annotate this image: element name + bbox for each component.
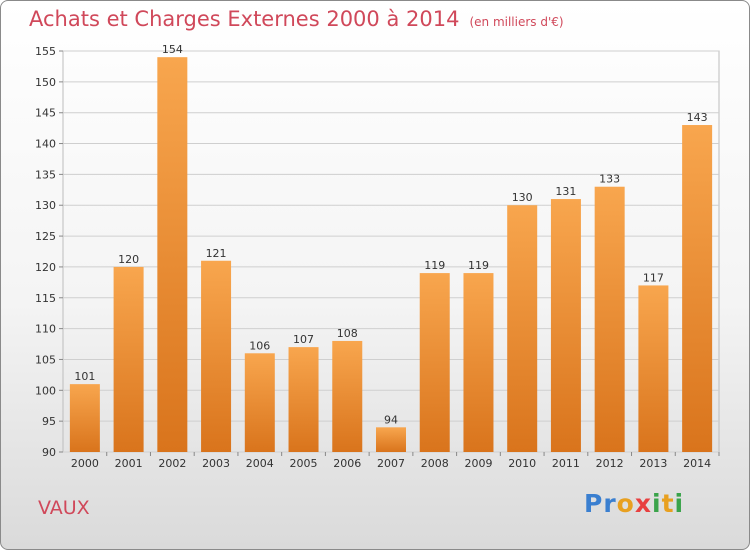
x-tick-label-2003: 2003 [202, 457, 230, 470]
commune-name: VAUX [38, 497, 90, 519]
y-tick-label: 150 [35, 76, 56, 89]
x-tick-label-2011: 2011 [552, 457, 580, 470]
x-tick-label-2010: 2010 [508, 457, 536, 470]
bar-2001 [113, 266, 144, 452]
bar-2010 [507, 205, 538, 452]
y-tick-label: 135 [35, 168, 56, 181]
logo-letter: r [603, 489, 617, 518]
x-tick-label-2008: 2008 [421, 457, 449, 470]
logo-letter: o [616, 489, 635, 518]
y-tick-label: 105 [35, 353, 56, 366]
y-tick-label: 110 [35, 323, 56, 336]
bar-2004 [244, 353, 275, 452]
value-label-2000: 101 [74, 370, 95, 383]
x-tick-label-2006: 2006 [333, 457, 361, 470]
x-tick-label-2013: 2013 [639, 457, 667, 470]
x-tick-label-2000: 2000 [71, 457, 99, 470]
bar-2003 [201, 260, 232, 452]
bar-2013 [638, 285, 669, 452]
bar-2012 [594, 186, 625, 452]
x-tick-label-2007: 2007 [377, 457, 405, 470]
bar-2007 [376, 427, 406, 452]
value-label-2002: 154 [162, 43, 183, 56]
value-label-2001: 120 [118, 253, 139, 266]
value-label-2006: 108 [337, 327, 358, 340]
value-label-2003: 121 [206, 247, 227, 260]
y-tick-label: 120 [35, 261, 56, 274]
logo-letter: t [661, 489, 675, 518]
value-label-2005: 107 [293, 333, 314, 346]
x-tick-label-2001: 2001 [115, 457, 143, 470]
y-tick-label: 145 [35, 107, 56, 120]
y-tick-label: 155 [35, 45, 56, 58]
logo-letter: i [674, 489, 685, 518]
logo-letter: x [634, 489, 652, 518]
y-tick-label: 100 [35, 384, 56, 397]
logo-letter: i [652, 489, 662, 518]
y-tick-label: 125 [35, 230, 56, 243]
value-label-2004: 106 [249, 339, 270, 352]
value-label-2013: 117 [643, 271, 664, 284]
bar-2000 [69, 384, 100, 452]
chart-title: Achats et Charges Externes 2000 à 2014 (e… [29, 7, 564, 31]
x-tick-label-2002: 2002 [158, 457, 186, 470]
x-tick-label-2005: 2005 [290, 457, 318, 470]
bar-2006 [332, 340, 363, 452]
value-label-2008: 119 [424, 259, 445, 272]
value-label-2009: 119 [468, 259, 489, 272]
y-tick-label: 130 [35, 199, 56, 212]
bar-2002 [157, 57, 188, 453]
value-label-2014: 143 [687, 111, 708, 124]
x-tick-label-2004: 2004 [246, 457, 274, 470]
chart-subtitle: (en milliers d'€) [469, 15, 564, 29]
x-tick-label-2012: 2012 [596, 457, 624, 470]
y-tick-label: 90 [42, 446, 56, 459]
bar-2008 [419, 273, 450, 452]
logo-letter: P [584, 489, 604, 518]
bar-2014 [682, 125, 713, 453]
value-label-2007: 94 [384, 413, 398, 426]
x-tick-label-2014: 2014 [683, 457, 711, 470]
y-tick-label: 140 [35, 138, 56, 151]
bar-2011 [550, 199, 581, 452]
y-tick-label: 95 [42, 415, 56, 428]
bar-2005 [288, 347, 319, 452]
y-tick-label: 115 [35, 292, 56, 305]
x-tick-label-2009: 2009 [464, 457, 492, 470]
proxiti-logo: Proxiti [584, 489, 684, 518]
value-label-2010: 130 [512, 191, 533, 204]
bar-2009 [463, 273, 494, 452]
value-label-2011: 131 [555, 185, 576, 198]
value-label-2012: 133 [599, 173, 620, 186]
